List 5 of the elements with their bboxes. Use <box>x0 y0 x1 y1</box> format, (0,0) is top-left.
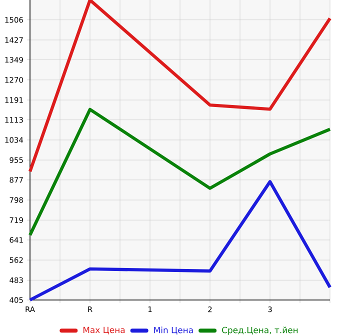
legend-label: Сред.Цена, т.йен <box>222 326 298 335</box>
legend-label: Min Цена <box>154 326 193 334</box>
legend-label: Max Цена <box>83 326 125 334</box>
line-series <box>28 0 332 174</box>
line-series <box>28 108 332 237</box>
